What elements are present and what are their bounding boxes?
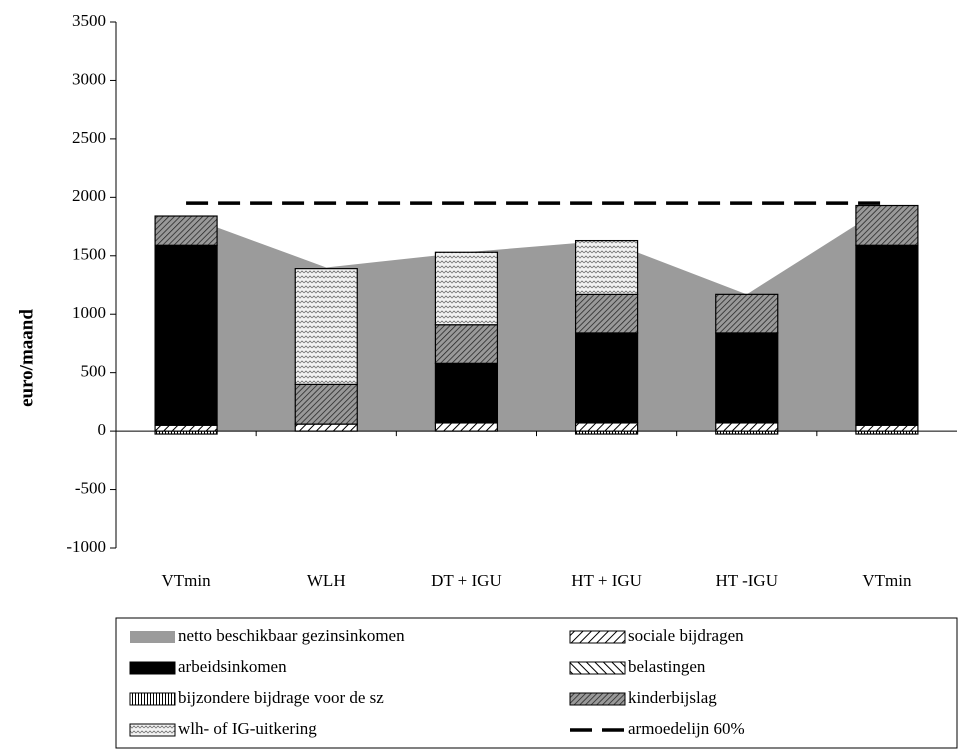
bar-segment xyxy=(574,293,639,334)
y-tick-label: 1500 xyxy=(72,245,106,264)
legend-swatch xyxy=(569,692,626,706)
bar-segment xyxy=(434,324,499,364)
legend-label: netto beschikbaar gezinsinkomen xyxy=(178,626,405,645)
bar-segment xyxy=(715,422,779,432)
y-tick-label: 2000 xyxy=(72,186,106,205)
bar-segment xyxy=(574,239,639,295)
bar-segment xyxy=(715,332,779,424)
legend-swatch xyxy=(129,692,176,706)
legend-label: wlh- of IG-uitkering xyxy=(178,719,317,738)
y-tick-label: 3000 xyxy=(72,69,106,88)
area xyxy=(186,205,887,432)
bar-segment xyxy=(574,422,639,432)
x-tick-label: VTmin xyxy=(162,571,212,590)
y-tick-label: -500 xyxy=(75,478,106,497)
bar-segment xyxy=(294,383,358,425)
y-tick-label: 3500 xyxy=(72,11,106,30)
legend-swatch xyxy=(130,631,175,643)
legend-label: armoedelijn 60% xyxy=(628,719,745,738)
legend-label: belastingen xyxy=(628,657,706,676)
legend-box xyxy=(115,617,958,749)
bar-segment xyxy=(855,424,919,432)
bar-segment xyxy=(434,362,499,424)
legend-label: sociale bijdragen xyxy=(628,626,744,645)
y-axis-label: euro/maand xyxy=(16,309,37,407)
x-tick-label: DT + IGU xyxy=(431,571,502,590)
x-tick-label: WLH xyxy=(307,571,346,590)
x-tick-label: HT -IGU xyxy=(716,571,778,590)
y-tick-label: 0 xyxy=(98,420,107,439)
y-tick-label: -1000 xyxy=(66,537,106,556)
bar-segment xyxy=(855,204,919,246)
legend-swatch xyxy=(569,661,626,675)
bar-segment xyxy=(434,422,499,432)
y-tick-label: 500 xyxy=(81,362,107,381)
x-tick-label: VTmin xyxy=(862,571,912,590)
legend-swatch xyxy=(129,661,176,675)
x-tick-label: HT + IGU xyxy=(571,571,642,590)
legend-swatch xyxy=(569,630,626,644)
bar-segment xyxy=(855,244,919,426)
bar-segment xyxy=(154,244,218,426)
legend-label: kinderbijslag xyxy=(628,688,717,707)
legend-swatch xyxy=(129,723,176,737)
bar-segment xyxy=(434,251,499,326)
y-tick-label: 2500 xyxy=(72,128,106,147)
bar-segment xyxy=(294,423,358,432)
bar-segment xyxy=(154,424,218,432)
legend-label: bijzondere bijdrage voor de sz xyxy=(178,688,384,707)
bar-segment xyxy=(574,332,639,424)
bar-segment xyxy=(154,215,218,246)
bar-segment xyxy=(715,293,779,334)
legend-label: arbeidsinkomen xyxy=(178,657,287,676)
bar-segment xyxy=(294,268,358,385)
y-tick-label: 1000 xyxy=(72,303,106,322)
